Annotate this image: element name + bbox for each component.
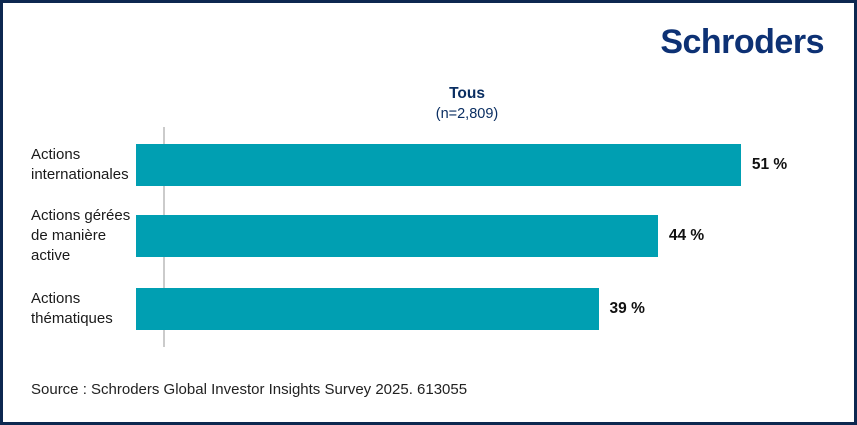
schroders-logo: Schroders xyxy=(660,23,824,61)
value-label: 39 % xyxy=(609,300,645,317)
source-note: Source : Schroders Global Investor Insig… xyxy=(31,381,468,398)
chart-title-block: Tous (n=2,809) xyxy=(164,85,770,122)
bar-actions-thematiques xyxy=(136,288,599,330)
bar-row: Actions gérées de manière active 44 % xyxy=(3,207,854,264)
value-label: 51 % xyxy=(751,156,788,173)
bar-actions-gerees-active xyxy=(136,215,658,257)
bar-row: Actions thématiques 39 % xyxy=(3,288,854,330)
category-label: Actions thématiques xyxy=(31,290,113,327)
category-label: Actions internationales xyxy=(31,146,129,183)
chart-subtitle: (n=2,809) xyxy=(435,106,499,122)
bar-row: Actions internationales 51 % xyxy=(3,144,854,186)
value-label: 44 % xyxy=(668,227,705,244)
chart-title: Tous xyxy=(449,85,485,102)
bar-actions-internationales xyxy=(136,144,741,186)
category-label: Actions gérées de manière active xyxy=(31,207,131,264)
